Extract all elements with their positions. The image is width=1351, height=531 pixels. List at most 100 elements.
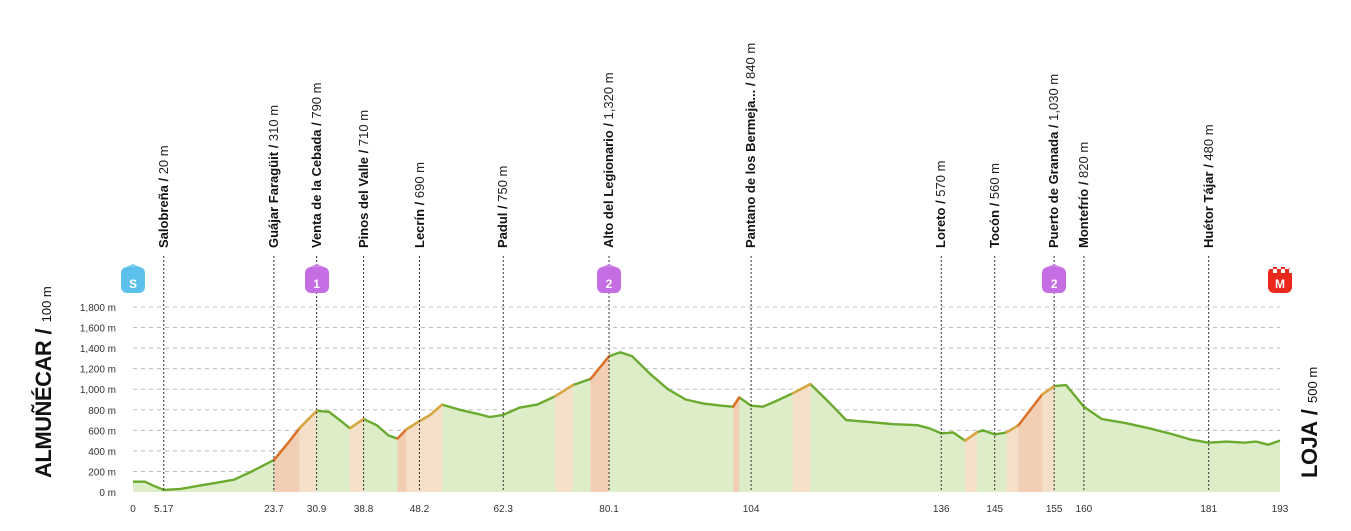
waypoint-name: Montefrío <box>1075 188 1091 248</box>
x-tick-label: 62.3 <box>494 504 514 515</box>
y-tick-label: 800 m <box>88 406 116 417</box>
climb-segment <box>732 396 741 408</box>
waypoint-label: Huétor Tájar / 480 m <box>1201 124 1216 248</box>
waypoint-separator: / <box>308 118 324 130</box>
checkered-flag-square <box>1281 269 1285 273</box>
badge-tab <box>1047 264 1062 267</box>
climb-shade <box>287 352 300 492</box>
finish-town-label: LOJA / 500 m <box>1297 367 1323 478</box>
climb-shade <box>430 352 443 492</box>
waypoint-label: Pinos del Valle / 710 m <box>356 110 371 248</box>
climb-shade <box>273 352 288 492</box>
climb-shade <box>1006 352 1019 492</box>
climb-badge: 2 <box>596 264 622 294</box>
checkered-flag-square <box>1289 269 1293 273</box>
x-tick-label: 104 <box>743 504 760 515</box>
badge-body <box>1042 267 1067 293</box>
climb-segment <box>963 431 979 442</box>
waypoint-altitude: 1,030 m <box>1046 73 1062 121</box>
waypoint-separator: / <box>495 201 511 213</box>
waypoint-separator: / <box>155 174 171 186</box>
badge-text: M <box>1275 277 1285 291</box>
waypoint-label: Salobreña / 20 m <box>156 145 171 248</box>
waypoint-altitude: 840 m <box>743 42 759 79</box>
climb-shade <box>1018 352 1031 492</box>
x-tick-label: 23.7 <box>264 504 284 515</box>
y-tick-label: 1,400 m <box>80 344 116 355</box>
waypoint-name: Pinos del Valle <box>355 156 371 248</box>
waypoint-label: Montefrío / 820 m <box>1076 142 1091 248</box>
waypoint-separator: / <box>601 119 616 131</box>
waypoint-altitude: 570 m <box>933 160 949 197</box>
badge-tab <box>602 264 616 267</box>
climb-shade <box>792 352 811 492</box>
climb-shade <box>349 352 356 492</box>
badge-tab <box>126 264 140 267</box>
waypoint-label: Pantano de los Bermeja... / 840 m <box>743 43 758 248</box>
y-tick-label: 1,000 m <box>80 385 116 396</box>
climb-segment <box>428 403 444 417</box>
waypoint-name: Puerto de Granada <box>1046 131 1062 248</box>
climb-shade <box>1042 352 1055 492</box>
waypoint-name: Padul <box>495 212 511 248</box>
waypoint-markers <box>163 256 1210 492</box>
badge-body <box>1268 267 1292 293</box>
waypoint-name: Loreto <box>933 207 949 248</box>
x-tick-label: 181 <box>1200 504 1217 515</box>
badge-text: 2 <box>1050 277 1058 291</box>
waypoint-label: Puerto de Granada / 1,030 m <box>1046 74 1061 248</box>
climb-segment <box>589 355 611 381</box>
climb-segment <box>396 428 408 440</box>
x-tick-label: 48.2 <box>410 504 430 515</box>
badge-body <box>304 267 329 293</box>
climb-badge-icon <box>597 264 621 293</box>
x-tick-label: 38.8 <box>354 504 374 515</box>
climb-segment <box>348 422 358 430</box>
waypoint-label: Padul / 750 m <box>495 166 510 248</box>
start-separator: / <box>31 322 56 341</box>
waypoint-altitude: 1,320 m <box>601 72 616 120</box>
waypoint-label: Venta de la Cebada / 790 m <box>309 83 324 248</box>
y-tick-label: 0 m <box>99 488 116 499</box>
finish-town-altitude: 500 m <box>1305 366 1320 403</box>
start-badge: S <box>120 264 146 294</box>
waypoint-altitude: 560 m <box>986 162 1002 200</box>
badge-text: 1 <box>313 277 320 291</box>
climb-segment <box>1029 393 1044 411</box>
climb-segment <box>405 419 421 431</box>
x-axis-ticks: 0 5.17 23.7 30.9 38.8 48.2 62.3 80.1 104 136 145 15… <box>130 504 1289 515</box>
climb-segment <box>354 417 365 426</box>
x-tick-label: 30.9 <box>307 504 327 515</box>
waypoint-altitude: 20 m <box>155 145 171 175</box>
climb-badge: 1 <box>304 264 330 294</box>
waypoint-separator: / <box>1075 177 1091 189</box>
y-axis-ticks: 0 m 200 m 400 m 600 m 800 m 1,000 m 1,200 m 1,4… <box>80 303 116 499</box>
waypoint-name: Guájar Faragüit <box>265 151 281 248</box>
climb-segment <box>418 413 432 423</box>
climb-segment <box>272 442 289 462</box>
waypoint-separator: / <box>743 78 759 90</box>
waypoint-separator: / <box>986 199 1002 210</box>
waypoint-name: Tocón <box>986 209 1002 248</box>
climb-badge-icon <box>304 264 329 293</box>
climb-segment <box>791 382 812 395</box>
climb-shade <box>590 352 610 492</box>
waypoint-label: Tocón / 560 m <box>987 163 1002 248</box>
climb-shade <box>355 352 364 492</box>
waypoint-name: Venta de la Cebada <box>308 129 324 249</box>
y-tick-label: 1,600 m <box>80 324 116 335</box>
climb-shade <box>1030 352 1043 492</box>
badge-text: 2 <box>605 277 613 291</box>
profile-line-group <box>133 351 1281 492</box>
waypoint-separator: / <box>411 198 427 209</box>
y-tick-label: 200 m <box>88 467 116 478</box>
checkered-flag-square <box>1269 265 1273 269</box>
y-tick-label: 600 m <box>88 426 116 437</box>
waypoint-name: Salobreña <box>155 185 171 248</box>
waypoint-label: Alto del Legionario / 1,320 m <box>601 72 616 248</box>
x-tick-label: 145 <box>986 504 1003 515</box>
waypoint-name: Huétor Tájar <box>1200 171 1216 248</box>
waypoint-separator: / <box>265 141 281 152</box>
waypoint-separator: / <box>933 196 949 208</box>
